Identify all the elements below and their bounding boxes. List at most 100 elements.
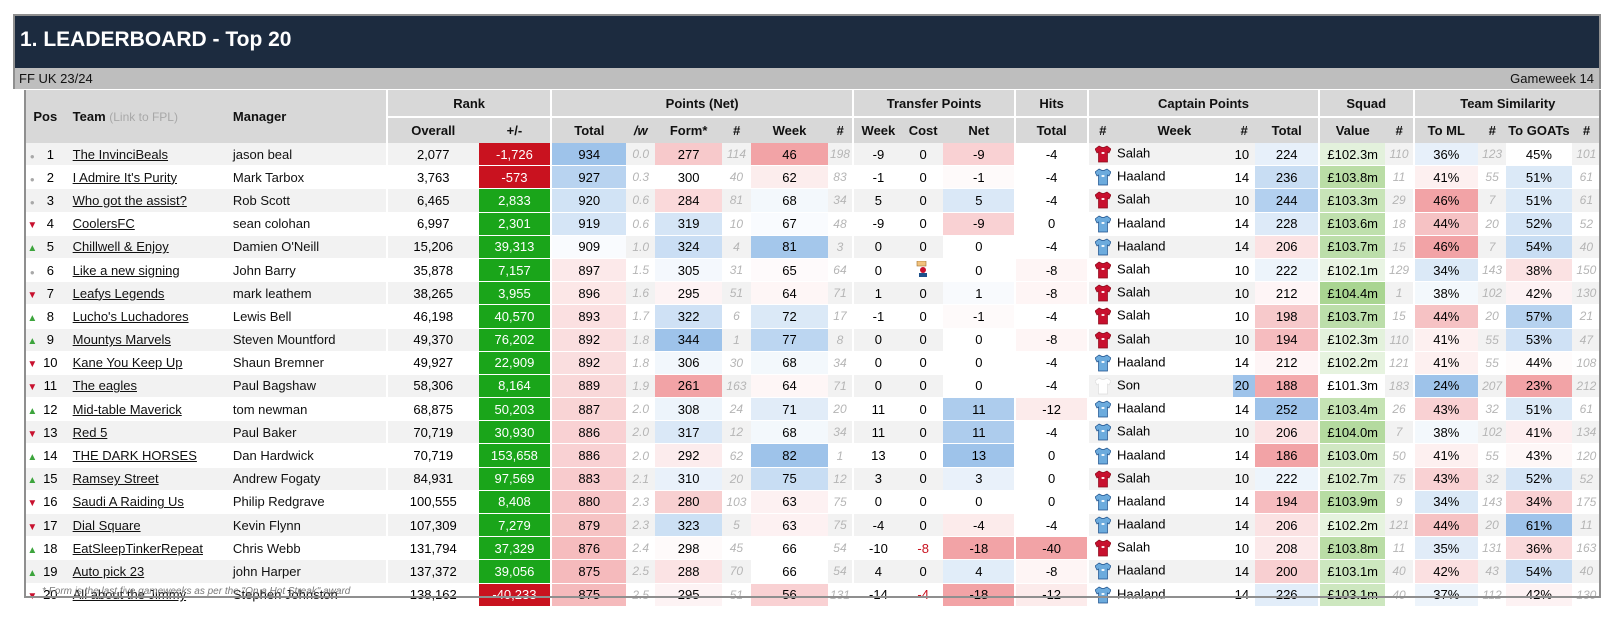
team-link[interactable]: I Admire It's Purity xyxy=(72,169,177,185)
squad-value-rank: 40 xyxy=(1385,583,1414,607)
week-rank: 3 xyxy=(827,235,853,259)
manager-name: Andrew Fogaty xyxy=(228,467,387,491)
hits-total: -4 xyxy=(1014,165,1089,190)
team-link[interactable]: EatSleepTinkerRepeat xyxy=(72,540,203,556)
transfer-net: -9 xyxy=(943,212,1016,236)
header-team-similarity: Team Similarity xyxy=(1412,90,1601,118)
captain-cell: Haaland xyxy=(1087,397,1233,422)
hits-total: -4 xyxy=(1014,235,1089,259)
hits-total: 0 xyxy=(1014,467,1089,491)
form-rank: 40 xyxy=(721,165,751,190)
form-rank: 5 xyxy=(721,513,751,538)
table-row: ▼ 20 All about the Jimmy Stephen Johnston 13… xyxy=(24,583,1601,607)
transfer-cost: 0 xyxy=(902,212,944,236)
position-cell: ▲ 5 xyxy=(24,235,67,259)
team-link[interactable]: Red 5 xyxy=(72,424,108,440)
total-points: 920 xyxy=(550,188,627,213)
similarity-to-ml: 41% xyxy=(1412,443,1479,468)
team-link[interactable]: The InvinciBeals xyxy=(72,146,169,162)
footnote: * Form is the last five gameweeks as per… xyxy=(42,586,351,597)
similarity-to-goats: 51% xyxy=(1506,188,1572,213)
rank-change: 153,658 xyxy=(478,443,552,468)
salah-shirt-icon xyxy=(1095,284,1112,302)
manager-name: Dan Hardwick xyxy=(228,443,387,468)
team-link[interactable]: Ramsey Street xyxy=(72,471,159,487)
similarity-to-goats-rank: 150 xyxy=(1571,258,1601,283)
manager-name: Damien O'Neill xyxy=(228,235,387,259)
team-link[interactable]: Saudi A Raiding Us xyxy=(72,494,184,510)
squad-value: £104.0m xyxy=(1317,420,1386,445)
transfer-net: 0 xyxy=(943,374,1016,399)
similarity-to-ml-rank: 20 xyxy=(1478,304,1507,329)
position-cell: ▼ 4 xyxy=(24,212,67,236)
week-points: 64 xyxy=(750,281,828,306)
position-cell: ▼ 7 xyxy=(24,281,67,306)
transfer-week: 5 xyxy=(851,188,903,213)
week-points: 64 xyxy=(750,374,828,399)
team-link[interactable]: Dial Square xyxy=(72,517,141,533)
points-per-week: 1.9 xyxy=(626,374,656,399)
header-to-ml: To ML xyxy=(1412,117,1479,143)
team-link[interactable]: All about the Jimmy xyxy=(72,587,187,603)
captain-cell: Salah xyxy=(1087,281,1233,306)
captain-cell: Haaland xyxy=(1087,513,1233,538)
form-points: 277 xyxy=(655,143,722,167)
team-link[interactable]: Leafys Legends xyxy=(72,285,165,301)
similarity-to-goats-rank: 108 xyxy=(1571,351,1601,375)
transfer-cost: 0 xyxy=(902,235,944,259)
team-link[interactable]: Mountys Marvels xyxy=(72,332,171,348)
manager-name: Kevin Flynn xyxy=(228,513,387,538)
header-week: Week xyxy=(750,117,828,143)
transfer-net: -1 xyxy=(943,304,1016,329)
transfer-cost-value: 0 xyxy=(919,355,927,371)
position-number: 3 xyxy=(46,192,54,208)
captain-name: Haaland xyxy=(1117,400,1166,416)
team-link[interactable]: THE DARK HORSES xyxy=(72,448,197,464)
transfer-week: 0 xyxy=(851,374,903,399)
week-rank: 71 xyxy=(827,281,853,306)
captain-cell: Salah xyxy=(1087,258,1233,283)
team-cell: Kane You Keep Up xyxy=(66,351,229,375)
team-link[interactable]: Mid-table Maverick xyxy=(72,401,182,417)
overall-rank: 6,465 xyxy=(385,188,479,213)
captain-week-points: 14 xyxy=(1232,212,1256,236)
table-row: ▼ 16 Saudi A Raiding Us Philip Redgrave 100,… xyxy=(24,490,1601,515)
form-points: 284 xyxy=(655,188,722,213)
haaland-shirt-icon xyxy=(1095,493,1112,511)
position-cell: ▼ 10 xyxy=(24,351,67,375)
team-link[interactable]: Who got the assist? xyxy=(72,192,187,208)
table-row: ● 1 The InvinciBeals jason beal 2,077 -1,726 9… xyxy=(24,143,1601,167)
team-link[interactable]: Like a new signing xyxy=(72,262,180,278)
captain-cell: Haaland xyxy=(1087,559,1233,584)
captain-name: Haaland xyxy=(1117,493,1166,509)
rank-same-dot-icon: ● xyxy=(29,197,35,207)
team-cell: Chillwell & Enjoy xyxy=(66,235,229,259)
header-captain-week: Week xyxy=(1116,117,1233,143)
team-link[interactable]: Chillwell & Enjoy xyxy=(72,239,169,255)
team-link[interactable]: Kane You Keep Up xyxy=(72,355,183,371)
position-number: 5 xyxy=(46,239,54,255)
week-rank: 34 xyxy=(827,188,853,213)
similarity-to-ml-rank: 55 xyxy=(1478,165,1507,190)
similarity-to-goats: 52% xyxy=(1506,212,1572,236)
rank-change: 76,202 xyxy=(478,328,552,352)
captain-cell: Haaland xyxy=(1087,351,1233,375)
salah-shirt-icon xyxy=(1095,191,1112,209)
team-cell: The InvinciBeals xyxy=(66,143,229,167)
captain-cell: Son xyxy=(1087,374,1233,399)
similarity-to-goats: 42% xyxy=(1506,281,1572,306)
points-per-week: 0.0 xyxy=(626,143,656,167)
similarity-to-goats: 43% xyxy=(1506,443,1572,468)
form-rank: 12 xyxy=(721,420,751,445)
team-link[interactable]: CoolersFC xyxy=(72,216,135,232)
transfer-cost: 0 xyxy=(902,281,944,306)
team-link[interactable]: The eagles xyxy=(72,378,137,394)
team-link[interactable]: Lucho's Luchadores xyxy=(72,308,189,324)
rank-change: 8,164 xyxy=(478,374,552,399)
team-link[interactable]: Auto pick 23 xyxy=(72,563,145,579)
team-cell: Dial Square xyxy=(66,513,229,538)
transfer-net: -4 xyxy=(943,513,1016,538)
overall-rank: 3,763 xyxy=(385,165,479,190)
leaderboard-rows: ● 1 The InvinciBeals jason beal 2,077 -1,726 9… xyxy=(24,143,1601,607)
rank-change: 97,569 xyxy=(478,467,552,491)
